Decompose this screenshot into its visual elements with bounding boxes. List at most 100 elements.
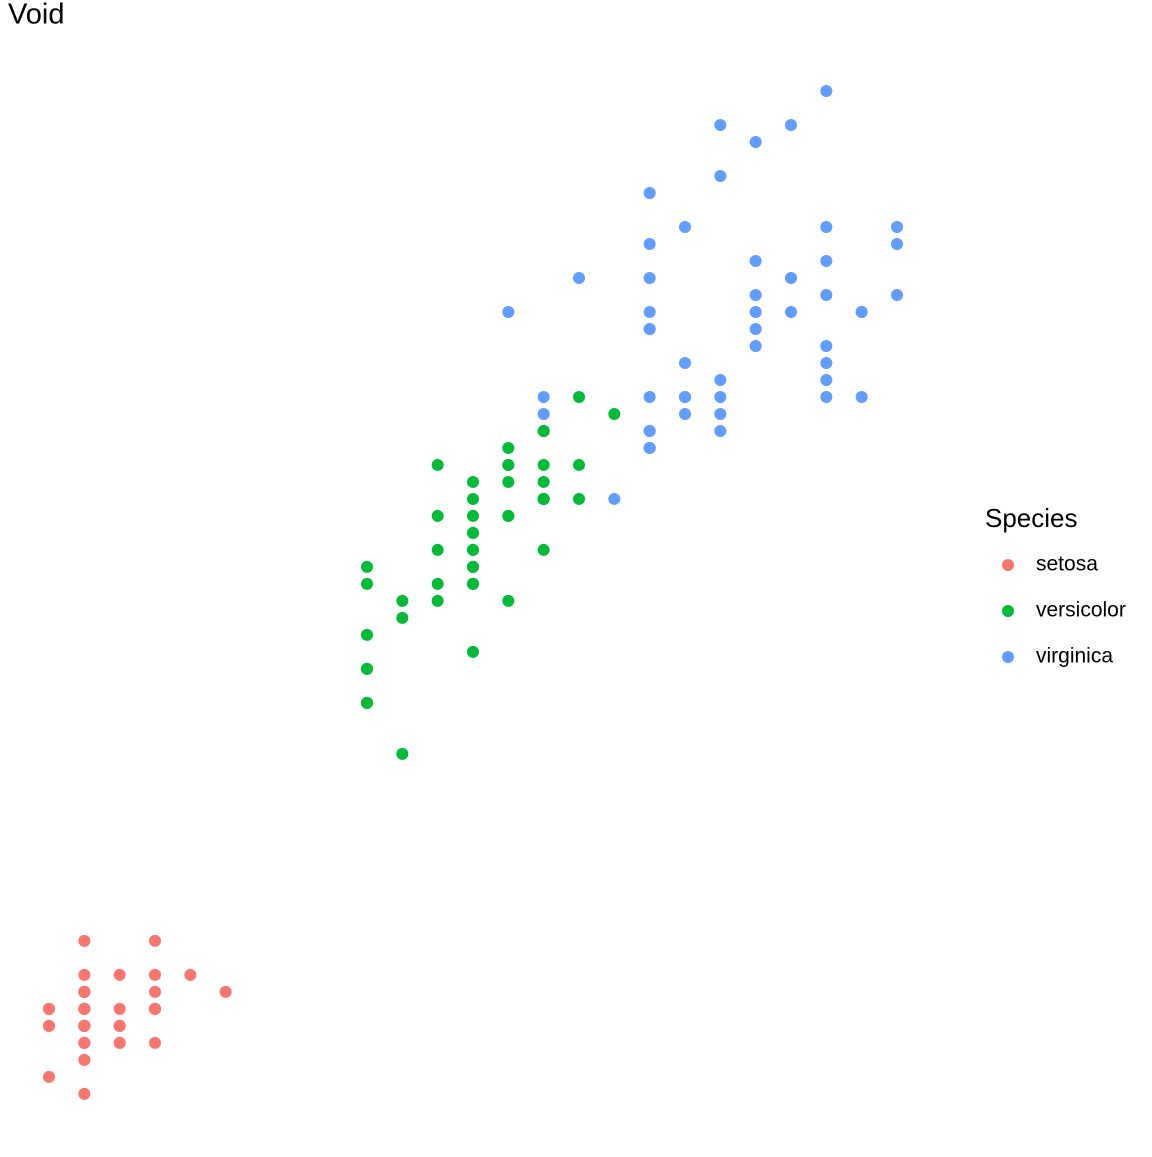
point <box>573 492 585 505</box>
point <box>714 424 727 437</box>
point <box>573 271 585 284</box>
point <box>78 1036 91 1049</box>
point <box>361 560 373 573</box>
point <box>537 492 550 505</box>
point <box>467 645 479 658</box>
point <box>749 288 762 301</box>
point <box>396 747 409 760</box>
point <box>78 985 91 998</box>
point <box>679 220 691 233</box>
point <box>855 390 868 403</box>
point <box>643 186 656 199</box>
point <box>149 968 161 981</box>
point <box>431 543 444 556</box>
legend-title: Species <box>985 503 1078 533</box>
point <box>537 390 550 403</box>
point <box>820 288 833 301</box>
point <box>467 577 479 590</box>
point <box>820 373 833 386</box>
point <box>643 237 656 250</box>
point <box>820 84 833 97</box>
point <box>608 407 621 420</box>
point <box>467 543 479 556</box>
point <box>78 934 91 947</box>
point <box>467 526 479 539</box>
point <box>643 441 656 454</box>
point <box>113 1002 126 1015</box>
point <box>820 254 833 267</box>
legend-label: versicolor <box>1036 599 1126 622</box>
point <box>502 458 515 471</box>
point <box>43 1070 55 1083</box>
point <box>78 1002 91 1015</box>
point <box>361 577 373 590</box>
point <box>820 356 833 369</box>
point <box>219 985 232 998</box>
legend-key <box>1002 605 1014 617</box>
point <box>467 492 479 505</box>
point <box>643 424 656 437</box>
point <box>537 475 550 488</box>
point <box>785 271 797 284</box>
point <box>43 1002 55 1015</box>
point <box>467 509 479 522</box>
point <box>891 288 903 301</box>
point <box>149 934 161 947</box>
point <box>149 985 161 998</box>
point <box>891 237 903 250</box>
point <box>643 322 656 335</box>
point <box>573 390 585 403</box>
point <box>149 1036 161 1049</box>
point <box>396 594 409 607</box>
point <box>467 560 479 573</box>
point <box>679 390 691 403</box>
point <box>679 356 691 369</box>
legend-label: virginica <box>1036 645 1113 668</box>
point <box>643 305 656 318</box>
point <box>431 577 444 590</box>
point <box>820 390 833 403</box>
point <box>113 968 126 981</box>
point <box>537 407 550 420</box>
point <box>43 1019 55 1032</box>
point <box>785 118 797 131</box>
point <box>149 1002 161 1015</box>
legend-key <box>1002 651 1014 663</box>
point <box>431 594 444 607</box>
point <box>396 611 409 624</box>
point <box>113 1036 126 1049</box>
point <box>820 220 833 233</box>
point <box>749 339 762 352</box>
point <box>361 696 373 709</box>
point <box>502 441 515 454</box>
point <box>855 305 868 318</box>
point <box>679 407 691 420</box>
point <box>78 1019 91 1032</box>
point <box>643 390 656 403</box>
chart-title: Void <box>8 0 64 31</box>
point <box>502 305 515 318</box>
point <box>714 390 727 403</box>
point <box>113 1019 126 1032</box>
legend-key <box>1002 559 1014 571</box>
point <box>749 135 762 148</box>
point <box>431 509 444 522</box>
point <box>785 305 797 318</box>
point <box>537 424 550 437</box>
point <box>714 407 727 420</box>
point <box>467 475 479 488</box>
point <box>643 271 656 284</box>
point <box>749 254 762 267</box>
point <box>78 1053 91 1066</box>
point <box>431 458 444 471</box>
point <box>714 118 727 131</box>
point <box>891 220 903 233</box>
point <box>573 458 585 471</box>
point <box>537 458 550 471</box>
point <box>78 968 91 981</box>
point <box>361 662 373 675</box>
point <box>820 339 833 352</box>
legend-label: setosa <box>1036 553 1098 576</box>
point <box>502 475 515 488</box>
